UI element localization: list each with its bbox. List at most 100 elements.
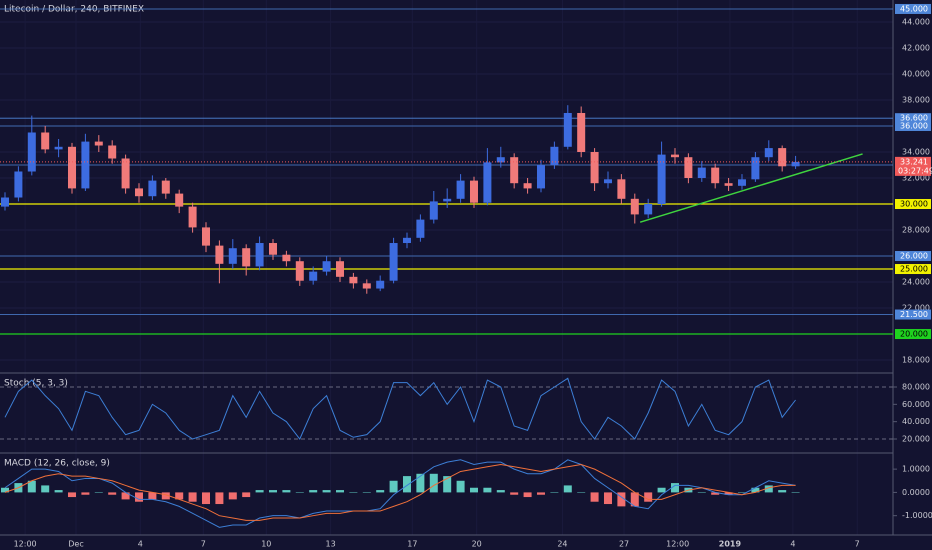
macd-tick-label: 1.0000 — [902, 465, 930, 474]
macd-histogram-bar — [268, 490, 277, 493]
level-label: 25.000 — [900, 265, 928, 274]
y-tick-label: 42.000 — [902, 43, 930, 52]
candle-body — [322, 261, 331, 272]
candle-body — [657, 154, 666, 205]
candle-body — [764, 148, 773, 158]
macd-histogram-bar — [483, 487, 492, 493]
candle-body — [282, 254, 291, 262]
candle-body — [161, 180, 170, 194]
candle-body — [550, 146, 559, 166]
macd-histogram-bar — [309, 490, 318, 493]
macd-histogram-bar — [577, 492, 586, 493]
x-tick-label: 10 — [261, 540, 271, 549]
level-label-bg — [895, 329, 931, 340]
candle-body — [670, 154, 679, 158]
candle-body — [751, 157, 760, 180]
macd-histogram-bar — [402, 476, 411, 493]
level-label-bg — [895, 309, 931, 320]
macd-line — [4, 459, 796, 528]
macd-histogram-bar — [778, 490, 787, 493]
x-tick-label: 12:00 — [666, 540, 689, 549]
stoch-tick-label: 60.000 — [902, 400, 930, 409]
macd-histogram-bar — [41, 485, 50, 493]
level-label: 36.600 — [900, 114, 928, 123]
candle-body — [429, 201, 438, 220]
macd-histogram-bar — [121, 492, 130, 500]
macd-histogram-bar — [161, 492, 170, 500]
macd-histogram-bar — [242, 492, 251, 498]
macd-histogram-bar — [429, 473, 438, 493]
level-label: 45.000 — [900, 4, 928, 13]
candle-body — [54, 146, 63, 150]
macd-histogram-bar — [416, 473, 425, 493]
level-label: 30.000 — [900, 200, 928, 209]
candle-body — [791, 161, 800, 167]
macd-histogram-bar — [791, 492, 800, 493]
level-label: 20.000 — [900, 330, 928, 339]
candle-body — [577, 112, 586, 152]
y-tick-label: 24.000 — [902, 278, 930, 287]
macd-histogram-bar — [563, 485, 572, 493]
macd-histogram-bar — [188, 492, 197, 502]
candle-body — [483, 162, 492, 203]
candle-body — [41, 132, 50, 150]
macd-tick-label: -1.0000 — [902, 511, 932, 520]
x-tick-label: 13 — [326, 540, 336, 549]
macd-histogram-bar — [657, 487, 666, 493]
macd-histogram-bar — [27, 480, 36, 493]
candle-body — [376, 280, 385, 289]
stoch-tick-label: 20.000 — [902, 435, 930, 444]
candle-body — [67, 146, 76, 189]
macd-histogram-bar — [644, 492, 653, 502]
x-tick-label: Dec — [68, 540, 83, 549]
candle-body — [362, 283, 371, 289]
macd-histogram-bar — [550, 492, 559, 493]
countdown-label: 03:27:49 — [898, 166, 932, 175]
y-tick-label: 22.000 — [902, 304, 930, 313]
x-tick-label: 17 — [407, 540, 417, 549]
macd-histogram-bar — [0, 487, 9, 493]
candle-body — [603, 179, 612, 184]
candle-body — [148, 180, 157, 197]
candle-body — [684, 157, 693, 179]
candle-body — [0, 197, 9, 207]
macd-histogram-bar — [456, 480, 465, 493]
candle-body — [523, 183, 532, 189]
macd-line — [4, 463, 796, 521]
macd-histogram-bar — [751, 487, 760, 493]
macd-histogram-bar — [389, 480, 398, 493]
candle-body — [134, 188, 143, 197]
macd-histogram-bar — [282, 490, 291, 493]
macd-histogram-bar — [362, 492, 371, 493]
stoch-tick-label: 80.000 — [902, 383, 930, 392]
candle-body — [14, 171, 23, 198]
stoch-title: Stoch (5, 3, 3) — [4, 379, 68, 389]
x-tick-label: 2019 — [719, 540, 742, 549]
candle-body — [724, 183, 733, 186]
x-tick-label: 7 — [201, 540, 206, 549]
macd-histogram-bar — [295, 492, 304, 493]
candle-body — [81, 141, 90, 189]
candle-body — [644, 204, 653, 215]
candle-body — [630, 198, 639, 215]
candle-body — [697, 167, 706, 179]
level-label-bg — [895, 264, 931, 275]
y-tick-label: 28.000 — [902, 226, 930, 235]
y-tick-label: 18.000 — [902, 356, 930, 365]
macd-histogram-bar — [148, 492, 157, 500]
macd-histogram-bar — [201, 492, 210, 505]
x-tick-label: 7 — [855, 540, 860, 549]
candle-body — [27, 132, 36, 172]
macd-histogram-bar — [54, 490, 63, 493]
macd-histogram-bar — [590, 492, 599, 502]
level-label: 21.500 — [900, 310, 928, 319]
level-label-bg — [895, 3, 931, 14]
macd-histogram-bar — [737, 492, 746, 493]
candle-body — [309, 271, 318, 281]
candle-body — [175, 193, 184, 207]
candle-body — [255, 243, 264, 267]
macd-histogram-bar — [376, 490, 385, 493]
candle-body — [416, 219, 425, 238]
macd-histogram-bar — [81, 492, 90, 495]
